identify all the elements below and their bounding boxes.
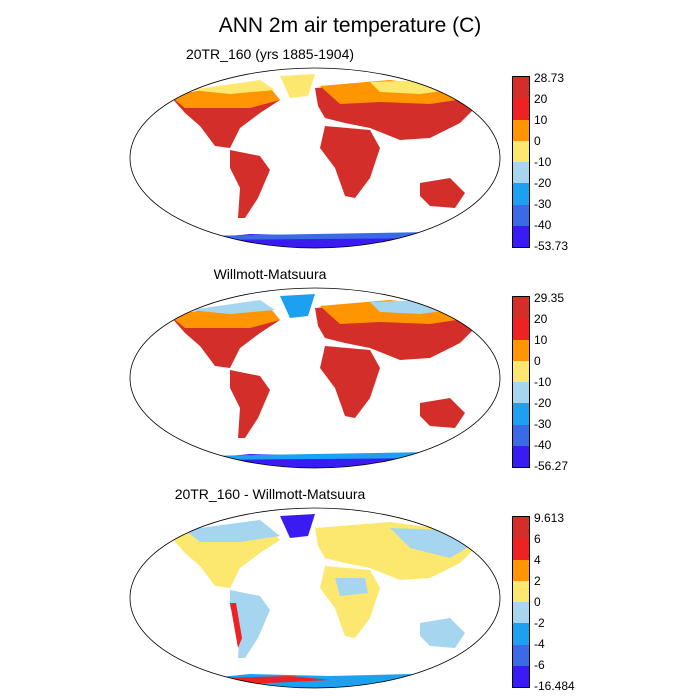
colorbar-label: 0	[534, 354, 541, 368]
colorbar-label: -40	[534, 438, 552, 452]
antarctica-rim	[200, 232, 440, 240]
map-difference	[129, 507, 501, 689]
south-america	[230, 150, 270, 218]
colorbar-label: 10	[534, 333, 548, 347]
colorbar-label: 2	[534, 574, 541, 588]
greenland	[280, 294, 315, 318]
colorbar-label: -56.27	[534, 459, 569, 473]
map-model	[129, 67, 501, 249]
greenland	[280, 74, 315, 98]
figure-title: ANN 2m air temperature (C)	[218, 14, 482, 37]
panel-title: 20TR_160 - Willmott-Matsuura	[174, 486, 366, 502]
colorbar-label: -6	[534, 658, 545, 672]
africa	[320, 566, 380, 638]
colorbar-label: 29.35	[534, 291, 565, 305]
australia	[420, 398, 465, 428]
colorbar-label: -10	[534, 375, 552, 389]
colorbar-label: 0	[534, 134, 541, 148]
colorbar-label: -10	[534, 155, 552, 169]
antarctica-rim	[200, 452, 440, 460]
colorbar-label: -20	[534, 176, 552, 190]
colorbar-label: 9.613	[534, 511, 565, 525]
north-america	[170, 526, 280, 588]
colorbar-label: -30	[534, 197, 552, 211]
colorbar-label: 28.73	[534, 71, 565, 85]
arctic-canada	[190, 80, 275, 94]
andes-strip	[230, 603, 242, 648]
colorbar-label: 20	[534, 92, 548, 106]
africa	[320, 346, 380, 418]
africa	[320, 126, 380, 198]
greenland	[280, 514, 315, 538]
colorbar-label: 20	[534, 312, 548, 326]
map-observed	[129, 287, 501, 469]
colorbar-label: -4	[534, 637, 545, 651]
colorbar-observed	[512, 296, 530, 468]
colorbar-label: 4	[534, 553, 541, 567]
colorbar-label: -53.73	[534, 239, 569, 253]
sahara-cold	[335, 578, 368, 596]
panel-title: 20TR_160 (yrs 1885-1904)	[185, 46, 355, 62]
colorbar-label: 10	[534, 113, 548, 127]
colorbar-label: -20	[534, 396, 552, 410]
north-america-north	[185, 520, 280, 542]
colorbar-label: -40	[534, 218, 552, 232]
colorbar-label: 6	[534, 532, 541, 546]
australia	[420, 618, 465, 648]
south-america	[230, 370, 270, 438]
colorbar-model	[512, 76, 530, 248]
panel-model: 20TR_160 (yrs 1885-1904)	[0, 0, 700, 220]
colorbar-label: -30	[534, 417, 552, 431]
colorbar-label: -16.484	[534, 679, 575, 693]
australia	[420, 178, 465, 208]
colorbar-difference	[512, 516, 530, 688]
arctic-canada	[190, 300, 275, 314]
colorbar-label: 0	[534, 595, 541, 609]
colorbar-label: -2	[534, 616, 545, 630]
panel-title: Willmott-Matsuura	[213, 266, 327, 282]
